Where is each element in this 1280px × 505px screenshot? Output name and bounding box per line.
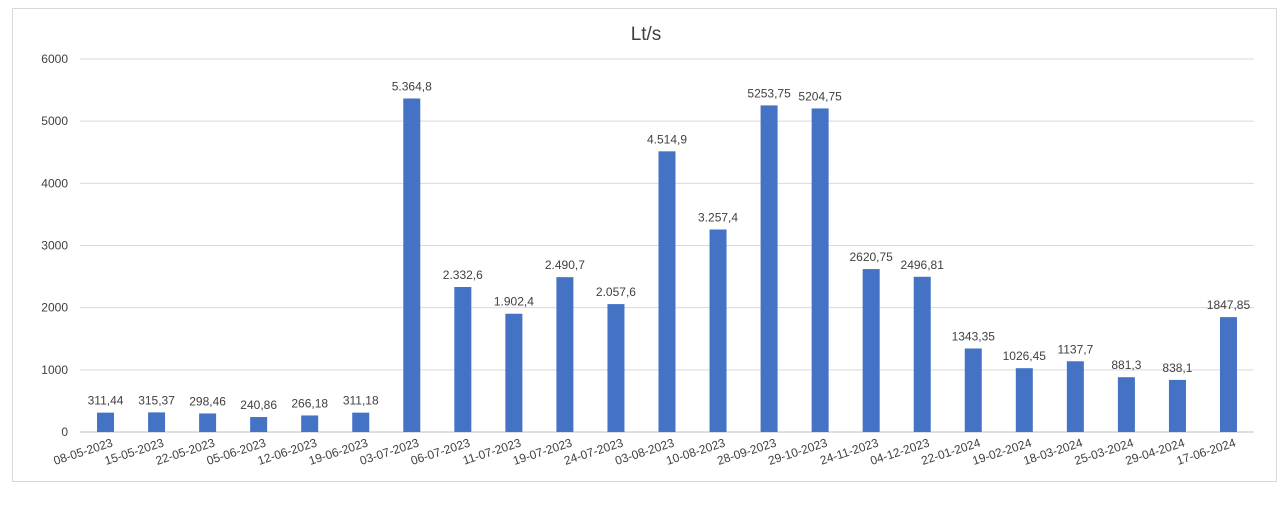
data-label: 311,44 [88, 394, 124, 408]
bar [658, 151, 676, 432]
bar [913, 276, 931, 432]
data-label: 2.057,6 [596, 285, 636, 299]
bars [97, 98, 1237, 432]
data-label: 1026,45 [1003, 349, 1047, 363]
data-label: 298,46 [189, 394, 226, 408]
data-label: 4.514,9 [647, 132, 687, 146]
data-label: 5.364,8 [392, 79, 432, 93]
y-tick-label: 3000 [41, 239, 68, 253]
bar [1219, 317, 1237, 432]
bar [403, 98, 421, 432]
bar [505, 313, 523, 432]
bar [1066, 361, 1084, 432]
bar [862, 269, 880, 432]
data-label: 1137,7 [1057, 342, 1093, 356]
bar [556, 277, 574, 432]
x-tick-label: 17-06-2024 [1175, 435, 1238, 467]
bar [760, 105, 778, 432]
data-label: 3.257,4 [698, 210, 738, 224]
data-label: 1847,85 [1207, 298, 1251, 312]
x-axis-ticks: 08-05-202315-05-202322-05-202305-06-2023… [52, 435, 1238, 467]
data-label: 2620,75 [849, 250, 893, 264]
data-label: 5204,75 [798, 89, 842, 103]
bar [1117, 377, 1135, 432]
data-label: 2496,81 [901, 258, 945, 272]
y-tick-label: 6000 [41, 52, 68, 66]
data-label: 838,1 [1162, 361, 1192, 375]
data-label: 240,86 [240, 398, 277, 412]
data-label: 315,37 [138, 393, 175, 407]
bar [607, 304, 625, 432]
bar [301, 415, 319, 432]
x-tick-label: 29-10-2023 [766, 435, 829, 467]
y-tick-label: 4000 [41, 176, 68, 190]
y-tick-label: 0 [61, 425, 68, 439]
x-tick-label: 06-07-2023 [409, 435, 472, 467]
bar [352, 412, 370, 432]
y-tick-label: 2000 [41, 301, 68, 315]
data-label: 5253,75 [747, 86, 791, 100]
data-label: 1343,35 [952, 329, 996, 343]
bar [97, 412, 115, 432]
data-label: 1.902,4 [494, 295, 534, 309]
bar-chart: Lt/s 0 1000 2000 3000 4000 5000 6000 311,44 315… [41, 24, 1254, 468]
y-tick-label: 1000 [41, 363, 68, 377]
data-label: 2.332,6 [443, 268, 483, 282]
bar [811, 108, 829, 432]
data-label: 881,3 [1111, 358, 1141, 372]
bar [148, 412, 166, 432]
y-tick-label: 5000 [41, 114, 68, 128]
bar [199, 413, 217, 432]
bar [964, 348, 982, 432]
bar [709, 229, 727, 432]
data-label: 311,18 [343, 394, 379, 408]
bar [454, 286, 472, 432]
chart-frame: Lt/s 0 1000 2000 3000 4000 5000 6000 311,44 315… [12, 8, 1277, 482]
data-label: 2.490,7 [545, 258, 585, 272]
chart-title: Lt/s [631, 24, 662, 45]
data-label: 266,18 [291, 396, 328, 410]
bar [1168, 379, 1186, 432]
y-axis-ticks: 0 1000 2000 3000 4000 5000 6000 [41, 52, 68, 439]
bar [1015, 368, 1033, 432]
bar [250, 417, 268, 432]
data-labels: 311,44 315,37 298,46 240,86 266,18 311,18 5.36… [88, 79, 1251, 412]
